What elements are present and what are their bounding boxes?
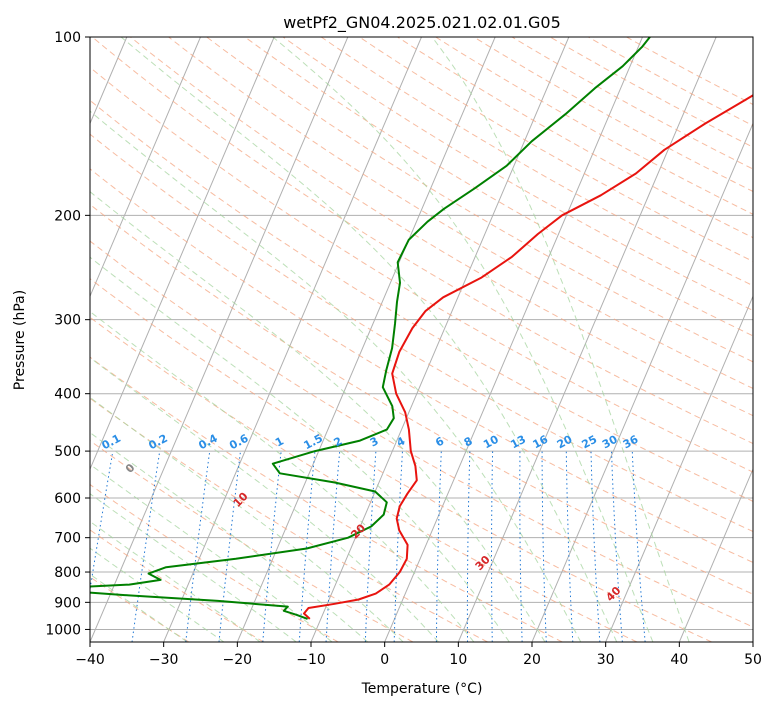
y-tick-label: 600 [54, 491, 81, 507]
y-tick-label: 500 [54, 444, 81, 460]
x-tick-label: 30 [597, 652, 615, 668]
y-tick-label: 700 [54, 531, 81, 547]
y-axis-label: Pressure (hPa) [12, 290, 28, 390]
x-axis-label: Temperature (°C) [361, 681, 483, 697]
x-tick-label: −30 [149, 652, 179, 668]
y-tick-label: 400 [54, 387, 81, 403]
chart-title: wetPf2_GN04.2025.021.02.01.G05 [283, 13, 561, 33]
x-tick-label: 0 [380, 652, 389, 668]
x-tick-label: 50 [744, 652, 762, 668]
x-tick-label: 40 [670, 652, 688, 668]
x-tick-label: −20 [223, 652, 253, 668]
y-tick-label: 1000 [45, 622, 81, 638]
y-tick-label: 300 [54, 313, 81, 329]
y-tick-label: 200 [54, 208, 81, 224]
y-tick-label: 800 [54, 565, 81, 581]
x-tick-label: −40 [75, 652, 105, 668]
y-tick-label: 900 [54, 595, 81, 611]
x-tick-label: −10 [296, 652, 326, 668]
x-tick-label: 10 [449, 652, 467, 668]
y-tick-label: 100 [54, 30, 81, 46]
x-tick-label: 20 [523, 652, 541, 668]
